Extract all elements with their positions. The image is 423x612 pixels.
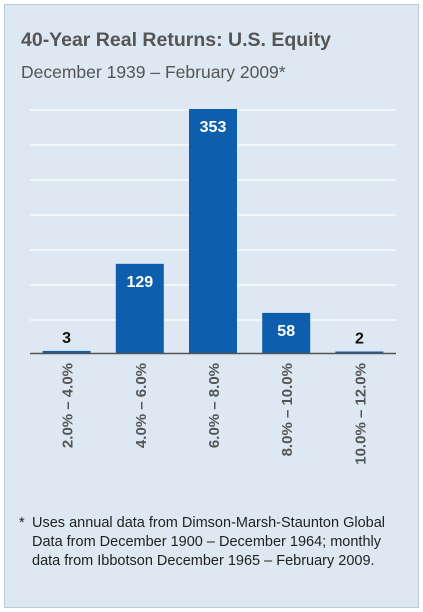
footnote: * Uses annual data from Dimson-Marsh-Sta… xyxy=(19,514,389,571)
x-tick-label: 10.0% – 12.0% xyxy=(352,363,369,465)
data-label: 2 xyxy=(355,331,364,348)
chart-subtitle: December 1939 – February 2009* xyxy=(21,62,286,82)
bar-chart: 3 2.0% – 4.0% 129 4.0% – 6.0% 353 6.0% – 8.0%… xyxy=(30,109,396,465)
x-tick-label: 6.0% – 8.0% xyxy=(206,363,223,448)
data-label: 129 xyxy=(126,274,153,291)
x-tick-label: 2.0% – 4.0% xyxy=(60,363,77,448)
bar xyxy=(262,312,311,353)
bar xyxy=(115,263,164,353)
footnote-text: Uses annual data from Dimson-Marsh-Staun… xyxy=(32,515,385,569)
footnote-marker: * xyxy=(19,515,25,531)
data-label: 3 xyxy=(62,330,71,347)
x-tick-label: 8.0% – 10.0% xyxy=(279,363,296,456)
bar xyxy=(189,109,237,353)
data-label: 353 xyxy=(200,119,227,136)
bar xyxy=(335,351,384,353)
chart-title: 40-Year Real Returns: U.S. Equity xyxy=(21,29,331,51)
bar xyxy=(42,350,91,353)
x-tick-label: 4.0% – 6.0% xyxy=(133,363,150,448)
data-label: 58 xyxy=(277,323,295,340)
